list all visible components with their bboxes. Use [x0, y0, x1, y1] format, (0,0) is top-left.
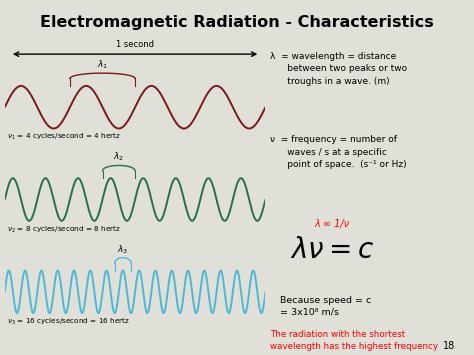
Text: ν  = frequency = number of
      waves / s at a specific
      point of space.  : ν = frequency = number of waves / s at a…: [270, 135, 407, 169]
Text: 18: 18: [443, 342, 455, 351]
Text: $\nu_2$ = 8 cycles/second = 8 hertz: $\nu_2$ = 8 cycles/second = 8 hertz: [7, 224, 121, 235]
Text: Because speed = c
= 3x10⁸ m/s: Because speed = c = 3x10⁸ m/s: [280, 296, 372, 317]
Text: $\lambda\nu = c$: $\lambda\nu = c$: [290, 237, 374, 264]
Text: Electromagnetic Radiation - Characteristics: Electromagnetic Radiation - Characterist…: [40, 15, 434, 30]
Text: $\lambda_3$: $\lambda_3$: [117, 243, 128, 256]
Text: λ  = wavelength = distance
      between two peaks or two
      troughs in a wav: λ = wavelength = distance between two pe…: [270, 52, 407, 86]
Text: $\lambda_1$: $\lambda_1$: [97, 59, 108, 71]
Text: 1 second: 1 second: [116, 40, 154, 49]
Text: $\nu_3$ = 16 cycles/second = 16 hertz: $\nu_3$ = 16 cycles/second = 16 hertz: [7, 317, 130, 327]
Text: $\lambda_2$: $\lambda_2$: [113, 151, 124, 163]
Text: λ ∞ 1/ν: λ ∞ 1/ν: [314, 219, 349, 229]
Text: $\nu_1$ = 4 cycles/second = 4 hertz: $\nu_1$ = 4 cycles/second = 4 hertz: [7, 132, 121, 142]
Text: The radiation with the shortest
wavelength has the highest frequency: The radiation with the shortest waveleng…: [270, 330, 438, 351]
